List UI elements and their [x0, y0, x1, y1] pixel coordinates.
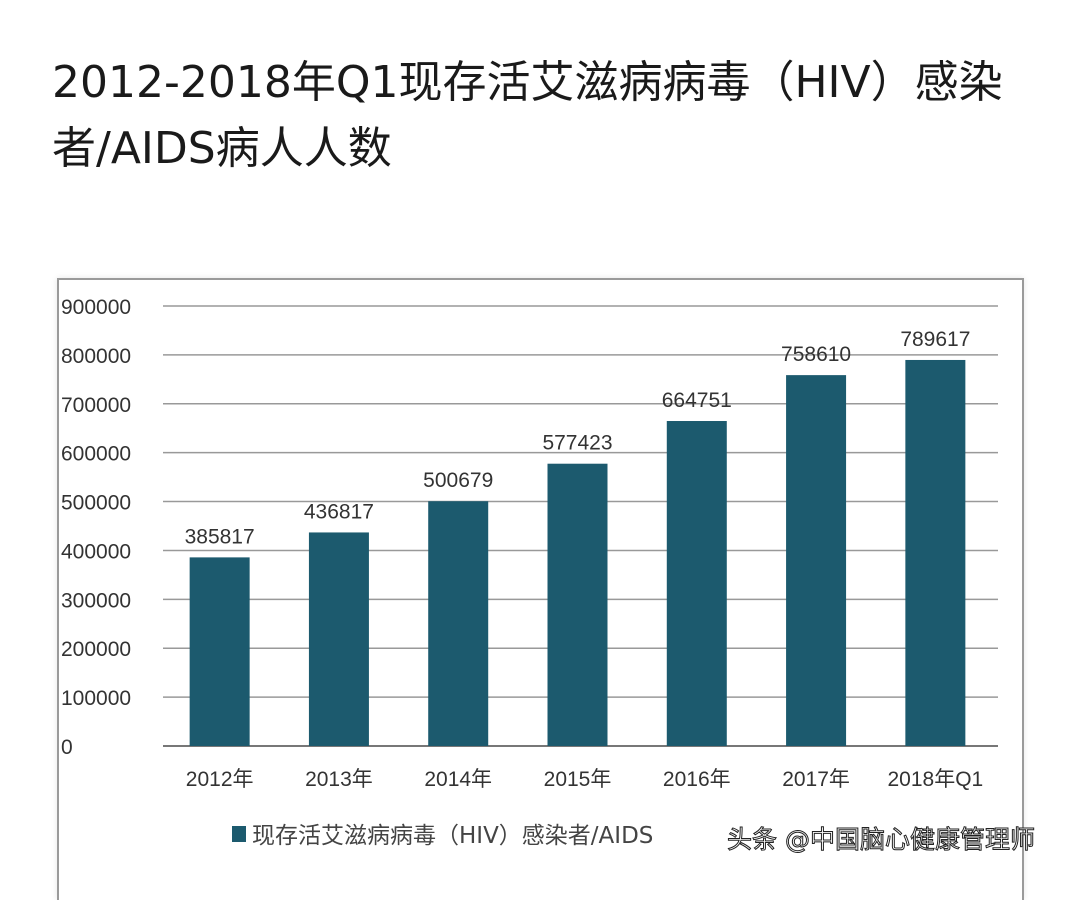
y-tick-label: 700000 [61, 394, 131, 417]
x-tick-label: 2017年 [782, 768, 850, 791]
y-tick-label: 0 [61, 736, 73, 759]
chart-title: 2012-2018年Q1现存活艾滋病病毒（HIV）感染者/AIDS病人人数 [52, 57, 1003, 174]
chart-frame [57, 278, 1024, 900]
x-tick-label: 2014年 [424, 768, 492, 791]
data-label: 577423 [542, 432, 612, 455]
bar-chart: 0 100000 200000 300000 400000 500000 600000 700… [61, 296, 998, 849]
bar [428, 501, 489, 746]
data-label: 436817 [304, 500, 374, 523]
x-tick-label: 2013年 [305, 768, 373, 791]
bar [189, 557, 250, 746]
y-tick-label: 400000 [61, 540, 131, 563]
data-label: 664751 [662, 389, 732, 412]
y-tick-label: 100000 [61, 687, 131, 710]
y-tick-label: 200000 [61, 638, 131, 661]
x-tick-label: 2016年 [663, 768, 731, 791]
bar [308, 532, 369, 746]
x-tick-label: 2012年 [186, 768, 254, 791]
x-tick-label: 2015年 [544, 768, 612, 791]
bar [786, 375, 847, 746]
bar [547, 463, 608, 746]
data-label: 758610 [781, 343, 851, 366]
y-tick-label: 900000 [61, 296, 131, 319]
data-label: 385817 [185, 525, 255, 548]
y-tick-label: 500000 [61, 492, 131, 515]
data-label: 500679 [423, 469, 493, 492]
y-tick-label: 600000 [61, 443, 131, 466]
legend-swatch [232, 826, 246, 842]
watermark: 头条 @中国脑心健康管理师 [727, 825, 1036, 855]
bar [666, 421, 727, 746]
y-tick-label: 300000 [61, 589, 131, 612]
y-tick-label: 800000 [61, 345, 131, 368]
legend-label: 现存活艾滋病病毒（HIV）感染者/AIDS [252, 823, 653, 849]
x-tick-label: 2018年Q1 [887, 768, 983, 791]
bar [905, 359, 966, 746]
data-label: 789617 [900, 328, 970, 351]
